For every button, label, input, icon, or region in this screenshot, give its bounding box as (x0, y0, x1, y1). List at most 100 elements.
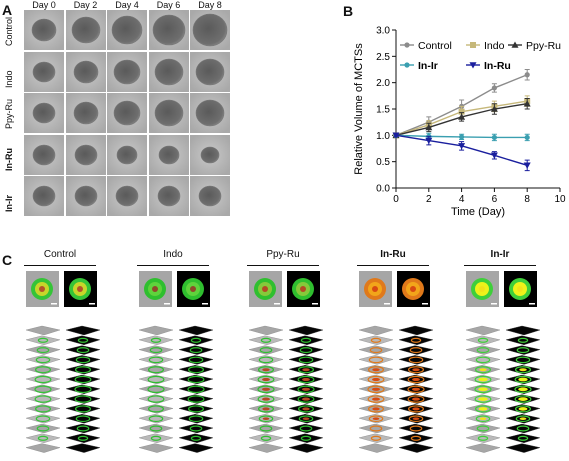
data-point (523, 100, 531, 107)
group-underline (247, 265, 319, 266)
data-point (459, 134, 465, 140)
day-label: Day 2 (73, 0, 98, 10)
panel-label-c: C (2, 252, 13, 268)
spheroid-micrograph (190, 93, 230, 133)
spheroid-micrograph (190, 134, 230, 175)
x-tick-label: 0 (393, 194, 399, 205)
series-in-ru (392, 132, 531, 172)
zstack-fluorescence (395, 322, 437, 461)
legend-entry: In-Ru (466, 60, 511, 72)
spheroid-micrograph (65, 51, 106, 92)
legend-label: In-Ru (484, 60, 511, 72)
data-point (469, 62, 477, 69)
spheroid-micrograph (148, 134, 189, 175)
data-point (458, 108, 465, 115)
y-tick-label: 3.0 (376, 26, 390, 37)
y-tick-label: 0.5 (376, 157, 390, 168)
spheroid-micrograph (148, 176, 189, 216)
legend-entry: In-Ir (400, 60, 438, 72)
y-tick-label: 2.0 (376, 78, 390, 89)
row-label: Indo (4, 69, 14, 88)
legend-label: Indo (484, 40, 505, 52)
group-underline (24, 265, 96, 266)
x-tick-label: 8 (524, 194, 530, 205)
spheroid-micrograph (148, 10, 189, 50)
merged-brightfield-image (249, 271, 282, 307)
group-underline (357, 265, 429, 266)
x-tick-label: 10 (554, 194, 566, 205)
spheroid-micrograph (190, 176, 230, 216)
spheroid-micrograph (65, 10, 106, 50)
x-axis-label: Time (Day) (451, 206, 505, 218)
data-point (524, 134, 530, 141)
zstack-merged (135, 322, 177, 461)
spheroid-micrograph (190, 10, 230, 50)
fluorescence-image (177, 271, 210, 307)
data-point (491, 134, 497, 141)
legend-label: Ppy-Ru (526, 40, 561, 52)
data-point (425, 137, 433, 145)
spheroid-micrograph (148, 51, 189, 92)
row-label: Control (4, 16, 14, 46)
data-point (524, 72, 530, 78)
data-point (458, 113, 466, 120)
zstack-fluorescence (502, 322, 544, 461)
legend-entry: Indo (466, 40, 505, 52)
fluorescence-image (504, 271, 537, 307)
group-underline (464, 265, 536, 266)
spheroid-micrograph (190, 51, 230, 92)
data-point (491, 85, 497, 91)
legend-label: Control (418, 40, 452, 52)
group-label: Indo (163, 249, 183, 260)
group-label: Control (43, 249, 77, 260)
data-point (404, 62, 410, 68)
spheroid-micrograph (24, 51, 64, 92)
spheroid-micrograph (107, 176, 147, 216)
spheroid-micrograph (65, 93, 106, 133)
spheroid-micrograph (24, 10, 64, 50)
x-tick-label: 4 (459, 194, 465, 205)
zstack-merged (355, 322, 397, 461)
spheroid-micrograph (24, 134, 64, 175)
spheroid-micrograph (24, 93, 64, 133)
day-label: Day 8 (198, 0, 222, 10)
zstack-fluorescence (62, 322, 104, 461)
data-point (511, 41, 519, 48)
day-label: Day 6 (156, 0, 181, 10)
y-tick-label: 0.0 (376, 184, 390, 195)
x-tick-label: 6 (492, 194, 498, 205)
legend-label: In-Ir (418, 60, 438, 72)
zstack-fluorescence (175, 322, 217, 461)
legend-entry: Control (400, 40, 452, 52)
data-point (490, 152, 498, 159)
zstack-merged (245, 322, 287, 461)
merged-brightfield-image (139, 271, 172, 307)
y-tick-label: 1.0 (376, 131, 390, 142)
fluorescence-image (397, 271, 430, 307)
group-label: Ppy-Ru (266, 249, 300, 260)
fluorescence-image (64, 271, 97, 307)
spheroid-micrograph (65, 134, 106, 175)
spheroid-micrograph (148, 93, 189, 133)
day-label: Day 0 (32, 0, 56, 10)
day-label: Day 4 (115, 0, 139, 10)
scale-bar (226, 224, 235, 226)
data-point (470, 42, 476, 48)
merged-brightfield-image (359, 271, 392, 307)
group-label: In-Ru (380, 249, 406, 260)
group-underline (137, 265, 209, 266)
data-point (404, 42, 410, 48)
data-point (458, 143, 466, 150)
spheroid-micrograph (65, 176, 106, 216)
volume-line-chart: 0.0 0.5 1.0 1.5 2.0 2.5 3.0 0 2 4 6 8 10 Time (Day) Re… (353, 26, 566, 219)
data-point (392, 132, 400, 139)
panel-label-a: A (2, 2, 13, 18)
data-point (490, 105, 498, 112)
fluorescence-image (287, 271, 320, 307)
row-label: In-Ir (4, 195, 14, 212)
zstack-merged (22, 322, 64, 461)
row-label: Ppy-Ru (4, 98, 14, 129)
y-tick-label: 2.5 (376, 52, 390, 63)
spheroid-micrograph (24, 176, 64, 216)
row-label: In-Ru (4, 147, 14, 171)
